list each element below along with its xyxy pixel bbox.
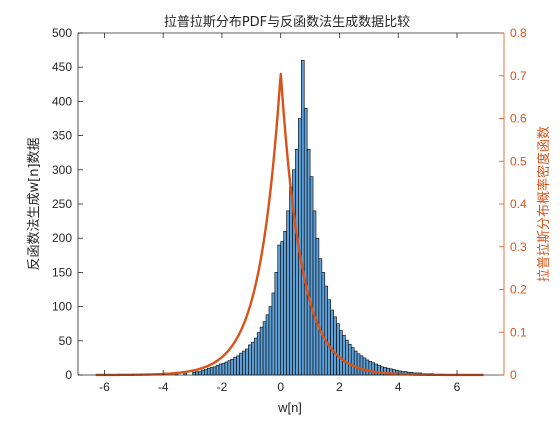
histogram-bar — [265, 314, 270, 376]
y-right-tick-label: 0.1 — [510, 325, 527, 339]
histogram-bar — [330, 309, 334, 376]
y-right-tick-label: 0.3 — [510, 240, 527, 254]
histogram-bar — [227, 360, 232, 376]
histogram-bar — [303, 107, 308, 376]
histogram-bar — [209, 367, 214, 376]
y-right-tick-label: 0.7 — [510, 69, 527, 83]
histogram-bar — [195, 371, 199, 376]
histogram-bar — [277, 244, 282, 376]
histogram-bar — [368, 361, 373, 376]
histogram-bar — [289, 186, 293, 376]
axes: -6 -4 -2 0 2 4 6 0 50 100 150 200 250 300 350 400 450 500… — [52, 26, 527, 394]
histogram-bar — [248, 344, 252, 376]
x-tick-label: -6 — [99, 380, 110, 394]
y-left-tick-label: 500 — [52, 26, 72, 40]
x-tick-label: -4 — [158, 380, 169, 394]
histogram-bar — [198, 371, 202, 376]
histogram-bar — [268, 306, 273, 376]
y-right-tick-label: 0.8 — [510, 26, 527, 40]
histogram-bar — [251, 341, 255, 376]
chart-title: 拉普拉斯分布PDF与反函数法生成数据比较 — [164, 15, 410, 30]
y-left-tick-label: 150 — [52, 265, 72, 279]
histogram-bar — [318, 258, 323, 376]
x-tick-label: 6 — [454, 380, 461, 394]
histogram-bar — [339, 330, 343, 376]
histogram-bar — [233, 356, 237, 376]
y-right-tick-label: 0.2 — [510, 283, 527, 297]
x-tick-label: 0 — [277, 380, 284, 394]
histogram-bar — [312, 210, 317, 376]
x-tick-label: 4 — [395, 380, 402, 394]
histogram-bar — [224, 361, 229, 376]
histogram-bar — [221, 363, 226, 376]
histogram-bar — [353, 350, 358, 376]
histogram-bar — [212, 366, 217, 376]
histogram-bar — [239, 352, 243, 376]
histogram-bar — [271, 292, 276, 376]
y-left-tick-label: 200 — [52, 231, 72, 245]
histogram-bar — [283, 231, 287, 376]
y-right-tick-label: 0 — [510, 368, 517, 382]
histogram-bar — [262, 321, 267, 376]
histogram-bar — [365, 359, 370, 376]
histogram-bar — [230, 358, 235, 376]
histogram-bar — [192, 371, 196, 376]
y-left-tick-label: 400 — [52, 94, 72, 108]
histogram-bar — [236, 355, 240, 376]
y-left-tick-label: 50 — [59, 334, 73, 348]
histogram-bar — [215, 365, 220, 376]
histogram-bar — [347, 343, 352, 376]
histogram-bar — [259, 326, 264, 376]
y-left-tick-label: 450 — [52, 60, 72, 74]
histogram-bar — [362, 357, 367, 376]
histogram-bar — [306, 148, 311, 376]
y-axis-right-label: 拉普拉斯分布概率密度函数 — [536, 126, 552, 282]
histogram-bar — [350, 347, 355, 376]
y-right-tick-label: 0.5 — [510, 154, 527, 168]
histogram-bar — [309, 176, 314, 376]
x-axis-label: w[n] — [277, 400, 302, 415]
histogram-bar — [371, 362, 376, 376]
histogram-bar — [327, 299, 331, 376]
histogram-bar — [242, 350, 246, 376]
histogram-bar — [295, 148, 299, 376]
histogram-bar — [204, 369, 208, 376]
y-right-tick-label: 0.6 — [510, 112, 527, 126]
histogram-bar — [256, 332, 261, 376]
histogram-bar — [324, 285, 329, 376]
histogram-bar — [374, 363, 378, 376]
histogram-bar — [300, 60, 305, 376]
histogram-bar — [315, 237, 320, 376]
histogram-bar — [359, 355, 364, 376]
histogram-bar — [274, 272, 279, 376]
histogram-bar — [333, 316, 337, 376]
histogram-bar — [201, 369, 205, 376]
y-axis-left-label: 反函数法生成w[n]数据 — [27, 137, 42, 270]
y-left-tick-label: 300 — [52, 163, 72, 177]
histogram-bar — [218, 363, 223, 376]
histogram-bar — [253, 337, 258, 376]
histogram-bar — [345, 339, 349, 376]
x-tick-label: -2 — [217, 380, 228, 394]
histogram-bar — [342, 335, 346, 376]
histogram-bar — [321, 272, 326, 376]
histogram-bar — [286, 210, 290, 376]
histogram-bar — [245, 348, 249, 376]
x-tick-label: 2 — [336, 380, 343, 394]
y-left-tick-label: 350 — [52, 129, 72, 143]
histogram-bar — [356, 353, 361, 376]
y-left-tick-label: 0 — [65, 368, 72, 382]
y-left-tick-label: 100 — [52, 300, 72, 314]
y-right-tick-label: 0.4 — [510, 197, 527, 211]
histogram-bar — [336, 323, 340, 376]
histogram-bar — [280, 241, 284, 376]
y-left-tick-label: 250 — [52, 197, 72, 211]
histogram-bar — [206, 367, 211, 376]
